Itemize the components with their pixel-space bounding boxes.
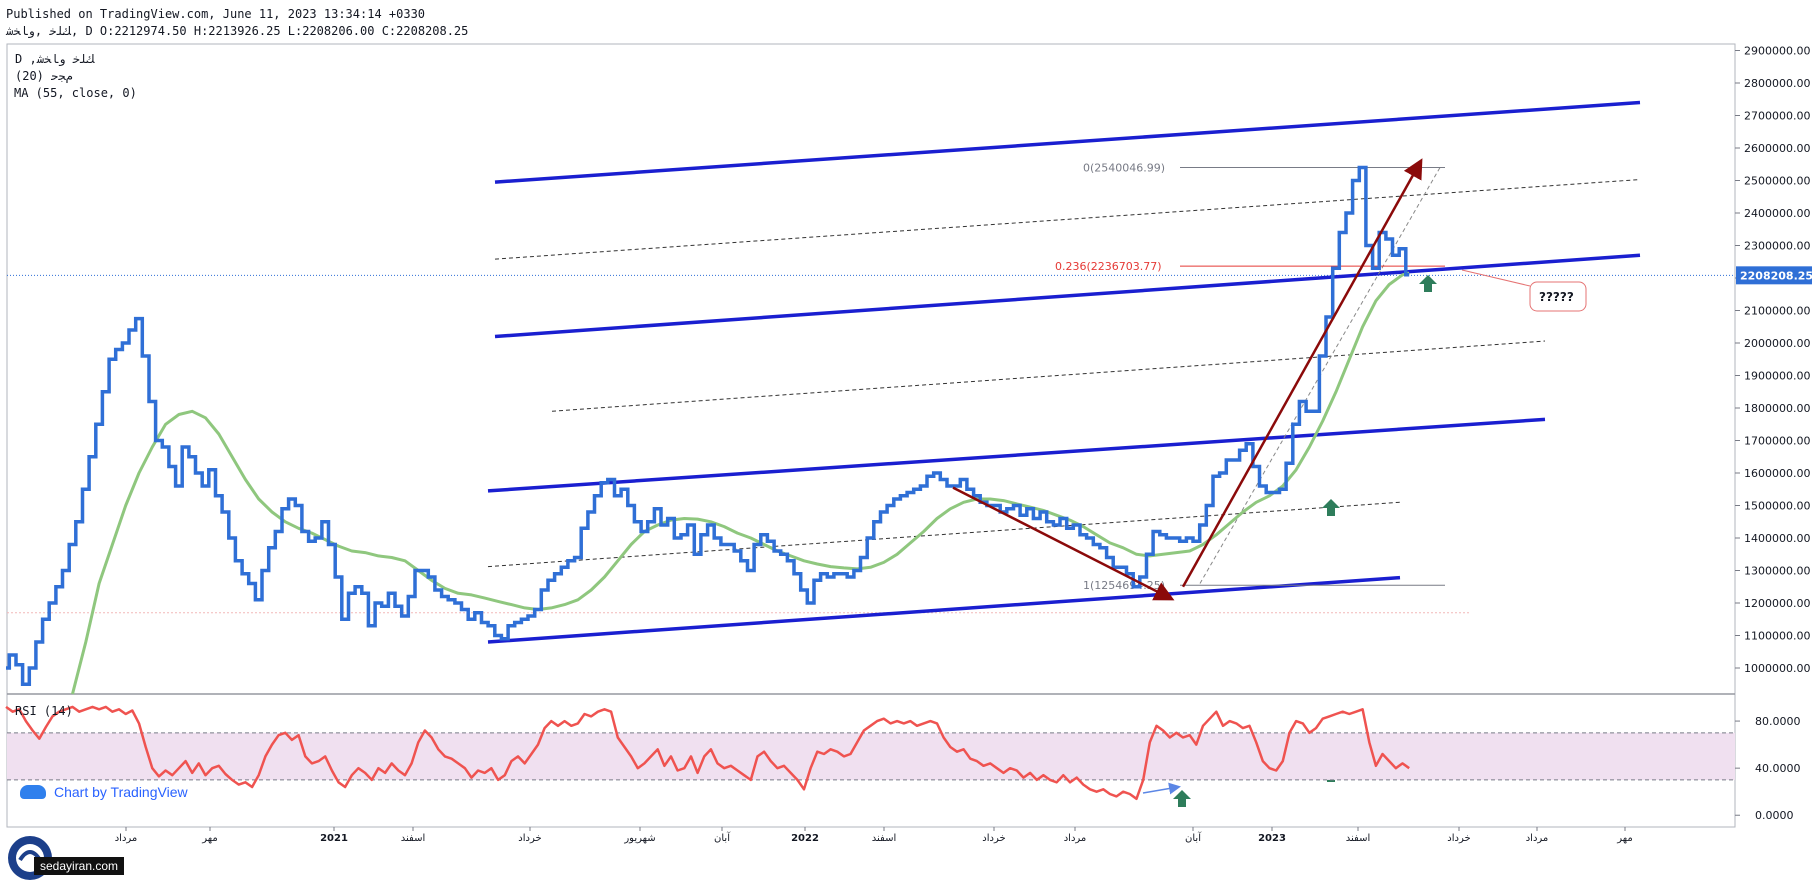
time-tick-label: ﺁﺑﺎﻥ [714, 831, 731, 844]
cloud-icon [20, 785, 46, 799]
price-tick-label: 2000000.00 [1744, 337, 1810, 350]
last-price-badge [1736, 266, 1812, 285]
price-tick-label: 2900000.00 [1744, 45, 1810, 58]
time-tick-label: ﻣﺮﺩﺍﺩ [1064, 833, 1087, 844]
time-tick-label: ﺍﺳﻔﻨﺪ [1346, 833, 1370, 844]
price-tick-label: 1300000.00 [1744, 565, 1810, 578]
rsi-tick-label: 40.0000 [1755, 762, 1801, 775]
channel-midline [551, 340, 1546, 412]
down-trend-arrow [952, 486, 1175, 601]
price-tick-label: 1600000.00 [1744, 467, 1810, 480]
price-tick-label: 2100000.00 [1744, 305, 1810, 318]
callout-box [1529, 281, 1587, 312]
price-series-line [6, 165, 1410, 687]
callout-pointer [1461, 269, 1531, 287]
price-tick-label: 1800000.00 [1744, 402, 1810, 415]
time-tick-label: ﻣﻬﺮ [1616, 833, 1632, 844]
last-price-label: 2208208.25 [1740, 269, 1813, 282]
channel-midline [487, 501, 1401, 568]
plot-frame [6, 43, 1736, 828]
fib-label-0: 0(2540046.99) [1083, 161, 1165, 174]
time-tick-label: ﺧﺮﺩﺍﺩ [518, 833, 541, 844]
fib-label-236: 0.236(2236703.77) [1055, 260, 1162, 273]
legend-volume: (20) ﻡﺠﺣ [15, 69, 73, 83]
time-tick-label: ﻣﺮﺩﺍﺩ [115, 833, 138, 844]
time-tick-label: ﺧﺮﺩﺍﺩ [1447, 833, 1470, 844]
rsi-tick-label: 80.0000 [1755, 715, 1801, 728]
tradingview-logo[interactable]: Chart by TradingView [20, 784, 188, 800]
rsi-band [7, 732, 1735, 780]
legend-symbol: D ,ﻚﻠﺧ ﻭﺎﺨﺷ [15, 52, 95, 66]
fib-label-1: 1(1254694.25) [1083, 579, 1165, 592]
price-tick-label: 1500000.00 [1744, 500, 1810, 513]
channel-line [487, 417, 1546, 493]
price-tick-label: 2800000.00 [1744, 77, 1810, 90]
time-tick-label: 2022 [791, 833, 819, 844]
price-tick-label: 2600000.00 [1744, 142, 1810, 155]
channel-line [494, 253, 1641, 339]
up-arrow-icon [1322, 499, 1340, 516]
time-tick-label: ﻣﻬﺮ [201, 833, 217, 844]
channel-line [487, 575, 1401, 644]
time-tick-label: ﺁﺑﺎﻥ [1185, 831, 1202, 844]
up-arrow-icon [1419, 275, 1437, 292]
time-tick-label: 2023 [1258, 833, 1286, 844]
time-tick-label: ﺧﺮﺩﺍﺩ [982, 833, 1005, 844]
channel-line [494, 100, 1641, 184]
legend-ma: MA (55, close, 0) [14, 86, 137, 100]
rsi-divergence-arrow [1142, 782, 1181, 795]
price-tick-label: 1700000.00 [1744, 435, 1810, 448]
time-tick-label: 2021 [320, 833, 348, 844]
rsi-series-line [5, 705, 1410, 801]
price-tick-label: 2700000.00 [1744, 110, 1810, 123]
rsi-tick-label: 0.0000 [1755, 809, 1794, 822]
callout-label: ????? [1539, 290, 1574, 304]
time-tick-label: ﻣﺮﺩﺍﺩ [1526, 833, 1549, 844]
time-tick-label: ﺍﺳﻔﻨﺪ [872, 833, 896, 844]
channel-midline [494, 179, 1641, 260]
up-trend-arrow [1181, 158, 1423, 588]
price-tick-label: 2400000.00 [1744, 207, 1810, 220]
price-tick-label: 1400000.00 [1744, 532, 1810, 545]
price-tick-label: 1200000.00 [1744, 597, 1810, 610]
tradingview-label: Chart by TradingView [54, 784, 188, 800]
price-tick-label: 1900000.00 [1744, 370, 1810, 383]
price-tick-label: 1100000.00 [1744, 630, 1810, 643]
price-tick-label: 2300000.00 [1744, 240, 1810, 253]
watermark-site: sedayiran.com [34, 857, 125, 875]
price-tick-label: 1000000.00 [1744, 662, 1810, 675]
published-header: Published on TradingView.com, June 11, 2… [6, 7, 426, 21]
rsi-label: RSI (14) [15, 704, 73, 718]
up-arrow-icon [1173, 790, 1191, 807]
ohlc-header: ﻚﻠﺧ ,ﻭﺎﺨﺷ, D O:2212974.50 H:2213926.25 L… [6, 24, 469, 38]
time-tick-label: ﺍﺳﻔﻨﺪ [401, 833, 425, 844]
ma-series-line [71, 271, 1410, 695]
price-tick-label: 2500000.00 [1744, 175, 1810, 188]
time-tick-label: ﺷﻬﺮﯾﻮﺭ [623, 833, 655, 844]
